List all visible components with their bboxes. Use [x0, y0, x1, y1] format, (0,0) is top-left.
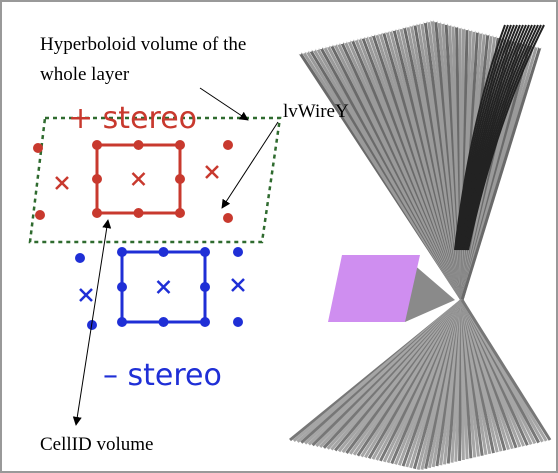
plus-stereo-label: + stereo	[68, 101, 197, 136]
wire-end	[375, 32, 378, 35]
wire-end	[413, 23, 416, 26]
wire-end	[406, 25, 409, 28]
wire-dot	[200, 247, 210, 257]
wire-end	[389, 29, 392, 32]
wire-dot	[92, 140, 102, 150]
wire-dot	[92, 174, 102, 184]
wire-end	[299, 52, 302, 55]
wire-end	[493, 34, 496, 37]
wire-end	[472, 29, 475, 32]
wire-end	[358, 37, 361, 40]
wire-dot	[117, 247, 127, 257]
wire-dot	[175, 174, 185, 184]
wire-end	[382, 31, 385, 34]
wire-dot	[159, 247, 169, 257]
wire-end	[392, 28, 395, 31]
wire-dot	[75, 253, 85, 263]
wire-end	[434, 19, 437, 22]
wire-end	[465, 27, 468, 30]
wire-label: lvWireY	[283, 101, 349, 122]
wire-end	[448, 23, 451, 26]
wire-dot	[233, 247, 243, 257]
cell-label: CellID volume	[40, 434, 153, 455]
wire-end	[385, 30, 388, 33]
wire-end	[316, 47, 319, 50]
wire-end	[372, 33, 375, 36]
wire-end	[340, 41, 343, 44]
wire-end	[323, 45, 326, 48]
wire-end	[438, 20, 441, 23]
minus-stereo-label: – stereo	[103, 358, 222, 393]
wire-dot	[117, 282, 127, 292]
wire-end	[399, 26, 402, 29]
wire-end	[483, 32, 486, 35]
wire-dot	[175, 208, 185, 218]
wire-end	[469, 28, 472, 31]
wire-end	[431, 19, 434, 22]
wire-end	[441, 21, 444, 24]
wire-dot	[35, 210, 45, 220]
wire-end	[459, 26, 462, 29]
wire-end	[410, 24, 413, 27]
wire-end	[333, 43, 336, 46]
wire-dot	[134, 140, 144, 150]
wire-end	[302, 51, 305, 54]
wire-end	[305, 50, 308, 53]
wire-dot	[33, 143, 43, 153]
wire-end	[535, 45, 538, 48]
wire-end	[326, 45, 329, 48]
wire-end	[379, 32, 382, 35]
wire-end	[368, 34, 371, 37]
wire-end	[445, 22, 448, 25]
wire-end	[490, 33, 493, 36]
wire-dot	[233, 317, 243, 327]
wire-dot	[117, 317, 127, 327]
wire-dot	[223, 213, 233, 223]
wire-end	[354, 38, 357, 41]
wire-end	[424, 20, 427, 23]
wire-end	[319, 46, 322, 49]
wire-end	[403, 25, 406, 28]
wire-end	[452, 24, 455, 27]
wire-end	[312, 48, 315, 51]
wire-end	[420, 21, 423, 24]
wire-end	[476, 30, 479, 33]
wire-end	[539, 46, 542, 49]
diagram: + stereo – stereo Hyperboloid volume of …	[0, 0, 558, 473]
wire-end	[347, 39, 350, 42]
wire-end	[462, 26, 465, 29]
wire-dot	[200, 282, 210, 292]
wire-end	[427, 19, 430, 22]
wire-end	[497, 35, 500, 38]
wire-dot	[159, 317, 169, 327]
wire-end	[455, 25, 458, 28]
hyperboloid-label: whole layer	[40, 64, 130, 85]
cell-volume	[328, 255, 420, 322]
wire-end	[309, 49, 312, 52]
wire-end	[417, 22, 420, 25]
wire-dot	[200, 317, 210, 327]
wire-end	[337, 42, 340, 45]
wire-end	[365, 35, 368, 38]
wire-end	[344, 40, 347, 43]
hyperboloid-label: Hyperboloid volume of the	[40, 34, 246, 55]
wire-end	[479, 31, 482, 34]
wire-dot	[223, 140, 233, 150]
wire-dot	[92, 208, 102, 218]
wire-end	[330, 44, 333, 47]
wire-end	[396, 27, 399, 30]
wire-end	[486, 32, 489, 35]
wire-end	[351, 38, 354, 41]
wire-end	[361, 36, 364, 39]
wire-dot	[175, 140, 185, 150]
wire-dot	[134, 208, 144, 218]
